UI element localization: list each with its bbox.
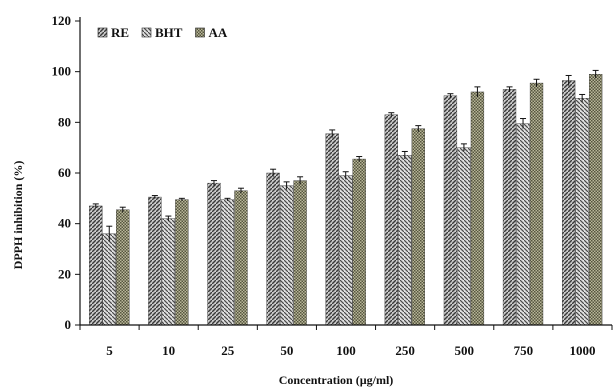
legend-label-re: RE (111, 25, 129, 40)
bars-layer (89, 69, 603, 326)
x-tick-label: 5 (106, 343, 113, 358)
legend: RE BHT AA (97, 25, 228, 40)
bar-aa-25 (234, 190, 248, 326)
x-tick-label: 750 (514, 343, 534, 358)
y-tick-label: 20 (58, 266, 71, 281)
bar-aa-1000 (588, 73, 603, 326)
bar-bht-5 (102, 233, 116, 326)
bar-re-250 (384, 114, 398, 326)
y-tick-label: 40 (58, 216, 71, 231)
bar-aa-500 (470, 91, 485, 326)
bar-re-500 (443, 95, 458, 326)
bar-re-50 (266, 172, 280, 326)
bar-re-1000 (561, 80, 576, 326)
bar-bht-50 (279, 185, 294, 326)
bar-re-25 (207, 182, 221, 326)
x-tick-label: 10 (162, 343, 175, 358)
x-tick-label: 1000 (569, 343, 595, 358)
legend-label-bht: BHT (155, 25, 183, 40)
bar-bht-250 (398, 155, 412, 326)
bar-bht-100 (339, 175, 353, 326)
y-tick-label: 100 (52, 64, 72, 79)
bar-re-5 (89, 205, 103, 326)
legend-swatch-re (97, 27, 108, 38)
y-tick-label: 120 (52, 13, 72, 28)
axes-layer: 0 20 40 60 80 100 120 5 10 25 50 100 250 500 750 1000 (52, 13, 613, 358)
y-axis-title: DPPH inhibition (%) (11, 161, 25, 270)
bar-aa-750 (529, 82, 544, 326)
y-tick-label: 80 (58, 114, 71, 129)
bar-bht-1000 (575, 98, 589, 326)
bar-aa-5 (116, 209, 130, 326)
bar-aa-50 (293, 180, 307, 326)
bar-aa-100 (352, 158, 366, 326)
bar-re-10 (148, 196, 162, 326)
bar-bht-500 (457, 147, 471, 326)
x-tick-label: 100 (336, 343, 356, 358)
x-tick-label: 250 (395, 343, 415, 358)
bar-aa-10 (175, 199, 189, 326)
bar-bht-25 (220, 199, 235, 326)
x-axis-title: Concentration (µg/ml) (279, 373, 394, 387)
x-tick-label: 25 (221, 343, 235, 358)
bar-re-100 (325, 133, 339, 326)
bar-bht-10 (161, 218, 176, 326)
legend-swatch-aa (195, 27, 205, 38)
bar-aa-250 (411, 128, 425, 326)
bar-bht-750 (516, 123, 530, 326)
legend-label-aa: AA (209, 25, 228, 40)
bar-re-750 (502, 89, 517, 326)
x-tick-label: 500 (454, 343, 474, 358)
y-tick-label: 60 (58, 165, 71, 180)
x-tick-label: 50 (280, 343, 293, 358)
y-tick-label: 0 (65, 317, 72, 332)
legend-swatch-bht (141, 27, 152, 38)
